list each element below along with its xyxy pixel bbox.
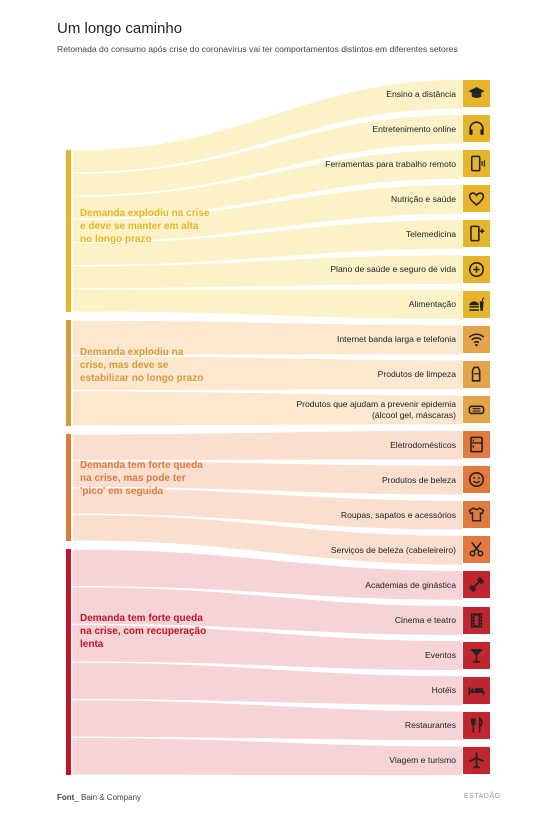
mask-icon: [463, 395, 490, 423]
item-label: Produtos que ajudam a prevenir epidemia …: [296, 398, 456, 420]
item-label: Ferramentas para trabalho remoto: [325, 158, 456, 169]
burger-drink-icon: [463, 290, 490, 318]
item-label: Telemedicina: [405, 228, 456, 239]
smiley-icon: [463, 466, 490, 494]
publisher-logo: ESTADÃO: [464, 793, 501, 800]
tshirt-icon: [463, 501, 490, 529]
item-label: Produtos de limpeza: [377, 369, 456, 380]
flow-band: [71, 586, 464, 637]
item-label: Ensino a distância: [386, 88, 456, 99]
flow-band: [71, 513, 464, 566]
flow-band: [71, 148, 464, 221]
flow-band: [71, 661, 464, 707]
graduation-cap-icon: [463, 80, 490, 107]
group-bar: [66, 320, 71, 426]
group-label: Demanda tem forte queda na crise, mas po…: [80, 460, 203, 497]
bottle-icon: [463, 360, 490, 388]
item-label: Cinema e teatro: [394, 615, 456, 625]
flow-band: [71, 218, 464, 267]
wifi-icon: [463, 325, 490, 353]
group-label: Demanda explodiu na crise e deve se mant…: [80, 208, 210, 245]
chart-title: Um longo caminho: [57, 20, 183, 37]
group-bar: [66, 150, 71, 312]
plus-circle-icon: [463, 255, 490, 283]
source-note: Font_ Bain & Company: [57, 793, 142, 802]
flow-band: [71, 354, 464, 392]
flow-band: [71, 288, 464, 321]
headphones-icon: [463, 115, 490, 143]
item-label: Roupas, sapatos e acessórios: [340, 509, 456, 520]
phone-plus-icon: [463, 220, 490, 248]
fridge-icon: [463, 431, 490, 458]
flow-band: [71, 699, 464, 742]
flow-band: [71, 460, 464, 496]
airplane-icon: [463, 746, 490, 774]
group-label: Demanda tem forte queda na crise, com re…: [80, 613, 207, 650]
flow-band: [71, 253, 464, 290]
chart-subtitle: Retomada do consumo após crise do corona…: [57, 44, 458, 54]
item-label: Hotéis: [431, 685, 456, 696]
item-label: Eletrodomésticos: [390, 439, 456, 450]
flow-band: [71, 486, 464, 531]
item-label: Viagem e turismo: [389, 755, 456, 766]
item-label: Alimentação: [408, 299, 456, 310]
flow-band: [71, 548, 464, 602]
item-label: Internet banda larga e telefonia: [337, 334, 456, 345]
item-label: Produtos de beleza: [381, 474, 456, 485]
flow-band: [71, 78, 464, 174]
group-bar: [66, 549, 71, 775]
phone-vibrate-icon: [463, 150, 490, 178]
item-label: Eventos: [424, 650, 456, 661]
flow-band: [71, 623, 464, 672]
flow-band: [71, 736, 464, 777]
flow-band: [71, 429, 464, 462]
flow-band: [71, 319, 464, 356]
film-icon: [463, 606, 490, 634]
item-label: Plano de saúde e seguro de vida: [330, 264, 456, 274]
group-bar: [66, 434, 71, 541]
item-label: Entretenimento online: [372, 123, 456, 134]
item-label: Academias de ginástica: [365, 579, 456, 590]
group-label: Demanda explodiu na crise, mas deve se e…: [80, 347, 204, 384]
item-label: Nutrição e saúde: [391, 193, 456, 204]
item-label: Restaurantes: [404, 720, 456, 731]
item-label: Serviços de beleza (cabeleireiro): [330, 544, 456, 555]
bed-icon: [463, 676, 490, 704]
dumbbell-icon: [463, 571, 490, 599]
heart-icon: [463, 185, 490, 213]
cutlery-icon: [463, 711, 490, 739]
cocktail-icon: [463, 641, 490, 669]
scissors-icon: [463, 536, 490, 564]
flow-band: [71, 113, 464, 197]
flow-band: [71, 390, 464, 427]
